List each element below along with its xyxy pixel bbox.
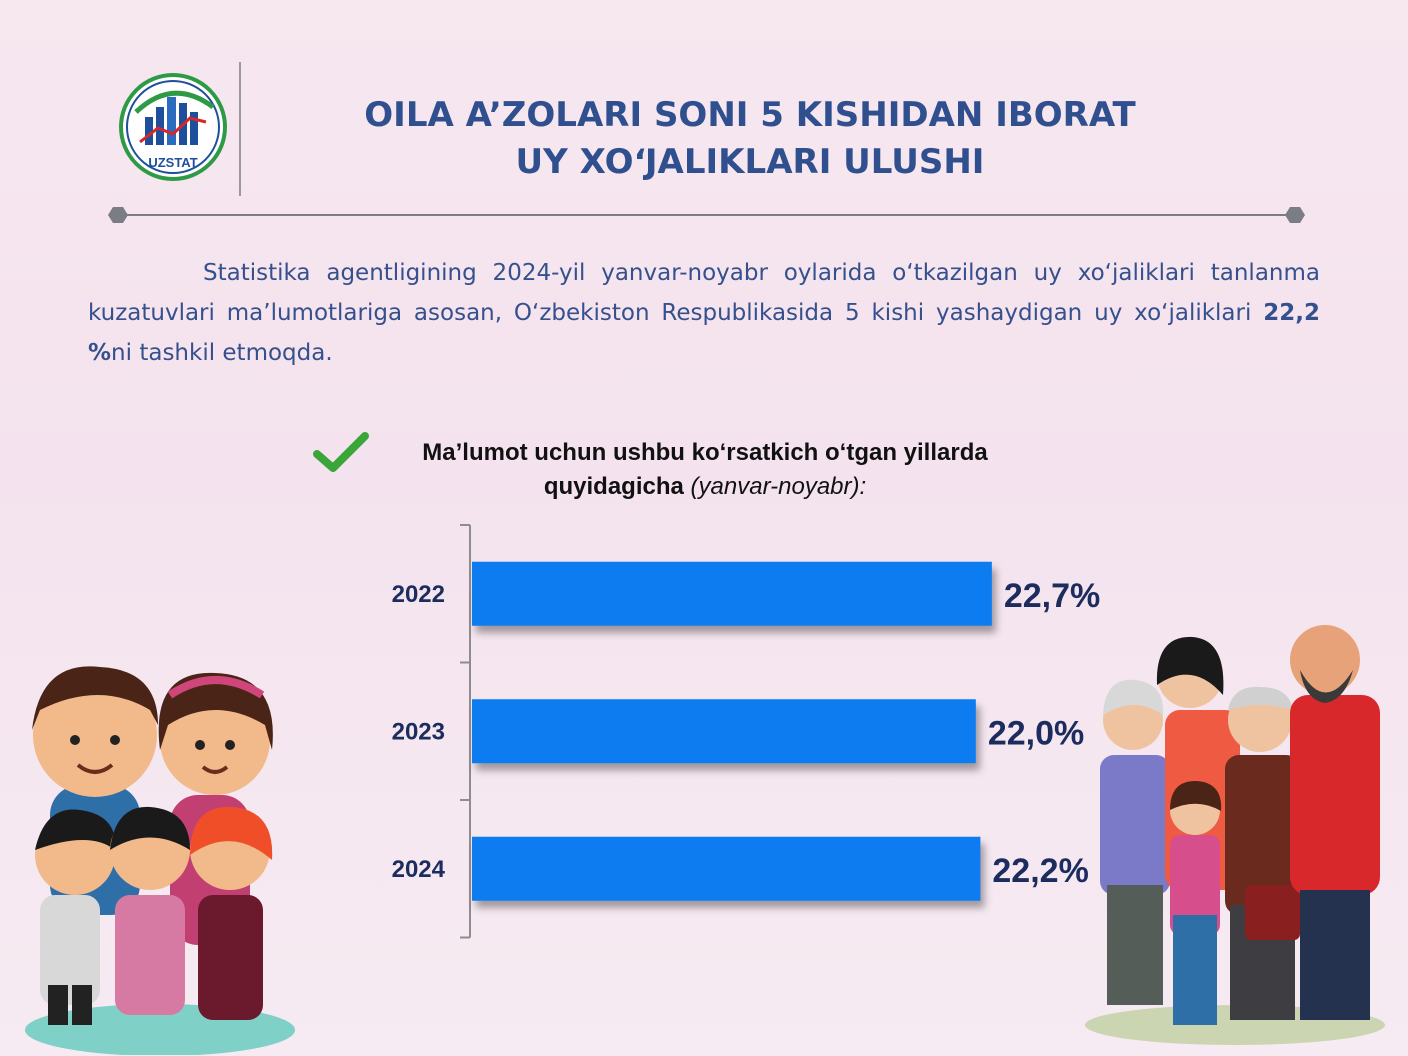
multigenerational-family-illustration — [1085, 625, 1385, 1045]
page-title-line1: OILA A’ZOLARI SONI 5 KISHIDAN IBORAT — [364, 95, 1136, 135]
separator-left-hexagon — [108, 207, 128, 223]
intro-highlight: 22,2 % — [88, 300, 1320, 366]
checkmark-icon — [313, 432, 369, 472]
title-separator — [120, 214, 1296, 216]
intro-text: Statistika agentligining 2024-yil yanvar… — [88, 260, 1320, 326]
category-label-2023: 2023 — [392, 718, 445, 745]
bar-chart: 2022 22,7% 2023 22,0% 2024 22,2% — [392, 524, 1100, 939]
logo-text: UZSTAT — [148, 155, 197, 170]
chart-subtitle: Ma’lumot uchun ushbu ko‘rsatkich o‘tgan … — [370, 436, 1040, 504]
family-illustration — [25, 666, 295, 1055]
category-label-2022: 2022 — [392, 581, 445, 608]
bar-2023 — [472, 699, 976, 764]
uzstat-logo: UZSTAT — [119, 73, 227, 181]
intro-paragraph: Statistika agentligining 2024-yil yanvar… — [88, 253, 1320, 373]
value-label-2023: 22,0% — [988, 714, 1084, 752]
bar-2022 — [472, 561, 992, 626]
bar-2024 — [472, 836, 981, 901]
chart-subtitle-italic: (yanvar-noyabr): — [690, 473, 867, 500]
chart-subtitle-line1: Ma’lumot uchun ushbu ko‘rsatkich o‘tgan … — [422, 439, 988, 466]
value-label-2024: 22,2% — [992, 852, 1088, 890]
separator-right-hexagon — [1285, 207, 1305, 223]
chart-subtitle-bold: quyidagicha — [543, 473, 684, 500]
value-label-2022: 22,7% — [1004, 577, 1100, 615]
category-label-2024: 2024 — [392, 856, 446, 883]
intro-text-end: ni tashkil etmoqda. — [111, 340, 333, 366]
page-title-line2: UY XO‘JALIKLARI ULUSHI — [515, 142, 985, 182]
header-divider — [239, 62, 241, 196]
